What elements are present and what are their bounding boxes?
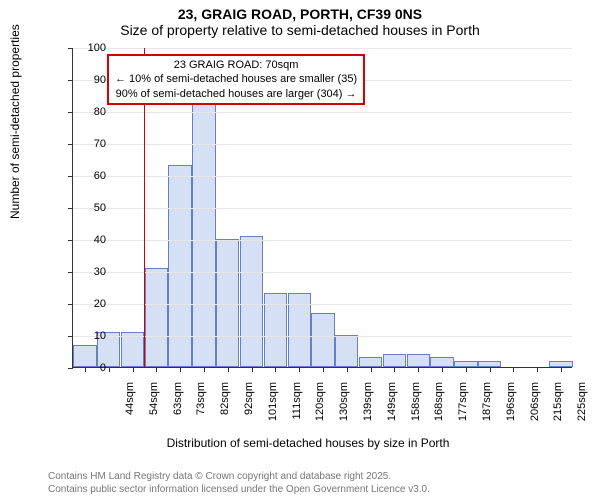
- gridline: [73, 272, 572, 273]
- histogram-bar: [192, 85, 215, 367]
- chart-title: 23, GRAIG ROAD, PORTH, CF39 0NS Size of …: [0, 0, 600, 38]
- annotation-callout: 23 GRAIG ROAD: 70sqm← 10% of semi-detach…: [107, 54, 365, 105]
- histogram-bar: [145, 268, 168, 367]
- gridline: [73, 304, 572, 305]
- y-tick-label: 40: [78, 234, 106, 246]
- y-tick-label: 30: [78, 266, 106, 278]
- y-axis-label: Number of semi-detached properties: [8, 24, 22, 219]
- x-tick-label: 187sqm: [481, 382, 493, 432]
- histogram-bar: [359, 357, 382, 367]
- y-tick-mark: [68, 368, 73, 369]
- x-tick-mark: [156, 367, 157, 372]
- x-tick-mark: [323, 367, 324, 372]
- x-tick-mark: [418, 367, 419, 372]
- y-tick-label: 100: [78, 42, 106, 54]
- y-tick-label: 60: [78, 170, 106, 182]
- x-tick-mark: [347, 367, 348, 372]
- x-tick-mark: [371, 367, 372, 372]
- y-tick-label: 0: [78, 362, 106, 374]
- x-tick-mark: [561, 367, 562, 372]
- y-tick-mark: [68, 336, 73, 337]
- y-tick-mark: [68, 80, 73, 81]
- x-tick-mark: [513, 367, 514, 372]
- y-tick-mark: [68, 176, 73, 177]
- y-tick-label: 80: [78, 106, 106, 118]
- histogram-bar: [311, 313, 334, 367]
- x-tick-label: 101sqm: [267, 382, 279, 432]
- x-tick-label: 120sqm: [314, 382, 326, 432]
- y-tick-mark: [68, 48, 73, 49]
- x-tick-label: 63sqm: [172, 382, 184, 432]
- y-tick-mark: [68, 112, 73, 113]
- x-tick-label: 54sqm: [148, 382, 160, 432]
- histogram-bar: [240, 236, 263, 367]
- x-tick-label: 130sqm: [338, 382, 350, 432]
- x-tick-label: 149sqm: [386, 382, 398, 432]
- gridline: [73, 336, 572, 337]
- footer-line2: Contains public sector information licen…: [48, 484, 430, 495]
- footer-attribution: Contains HM Land Registry data © Crown c…: [48, 471, 430, 496]
- x-tick-label: 177sqm: [457, 382, 469, 432]
- histogram-bar: [430, 357, 453, 367]
- x-tick-mark: [180, 367, 181, 372]
- y-tick-label: 90: [78, 74, 106, 86]
- x-tick-mark: [490, 367, 491, 372]
- x-tick-mark: [394, 367, 395, 372]
- title-line1: 23, GRAIG ROAD, PORTH, CF39 0NS: [0, 6, 600, 22]
- x-tick-mark: [133, 367, 134, 372]
- histogram-bar: [407, 354, 430, 367]
- histogram-bar: [335, 335, 358, 367]
- plot-area: 23 GRAIG ROAD: 70sqm← 10% of semi-detach…: [72, 48, 572, 368]
- y-tick-label: 70: [78, 138, 106, 150]
- x-tick-mark: [228, 367, 229, 372]
- x-tick-label: 92sqm: [243, 382, 255, 432]
- histogram-bar: [121, 332, 144, 367]
- footer-line1: Contains HM Land Registry data © Crown c…: [48, 471, 391, 482]
- x-tick-label: 139sqm: [362, 382, 374, 432]
- x-tick-label: 158sqm: [410, 382, 422, 432]
- gridline: [73, 208, 572, 209]
- gridline: [73, 240, 572, 241]
- x-tick-label: 196sqm: [505, 382, 517, 432]
- x-tick-label: 215sqm: [552, 382, 564, 432]
- y-tick-mark: [68, 144, 73, 145]
- gridline: [73, 48, 572, 49]
- y-tick-mark: [68, 240, 73, 241]
- x-tick-label: 44sqm: [124, 382, 136, 432]
- x-tick-mark: [442, 367, 443, 372]
- y-tick-label: 50: [78, 202, 106, 214]
- annotation-line2: ← 10% of semi-detached houses are smalle…: [115, 72, 357, 86]
- x-tick-label: 225sqm: [576, 382, 588, 432]
- x-tick-mark: [275, 367, 276, 372]
- x-tick-label: 73sqm: [195, 382, 207, 432]
- y-tick-label: 10: [78, 330, 106, 342]
- x-tick-mark: [466, 367, 467, 372]
- x-tick-mark: [252, 367, 253, 372]
- x-tick-mark: [299, 367, 300, 372]
- x-tick-label: 206sqm: [529, 382, 541, 432]
- x-tick-label: 168sqm: [433, 382, 445, 432]
- chart-container: Number of semi-detached properties 23 GR…: [38, 44, 578, 444]
- x-tick-mark: [537, 367, 538, 372]
- x-tick-mark: [109, 367, 110, 372]
- x-axis-label: Distribution of semi-detached houses by …: [167, 436, 450, 450]
- annotation-line1: 23 GRAIG ROAD: 70sqm: [115, 58, 357, 72]
- annotation-line3: 90% of semi-detached houses are larger (…: [115, 87, 357, 101]
- y-tick-mark: [68, 304, 73, 305]
- x-tick-label: 111sqm: [291, 382, 303, 432]
- histogram-bar: [383, 354, 406, 367]
- x-tick-label: 82sqm: [219, 382, 231, 432]
- gridline: [73, 144, 572, 145]
- gridline: [73, 176, 572, 177]
- x-tick-mark: [204, 367, 205, 372]
- y-tick-mark: [68, 208, 73, 209]
- y-tick-label: 20: [78, 298, 106, 310]
- histogram-bar: [216, 239, 239, 367]
- y-tick-mark: [68, 272, 73, 273]
- gridline: [73, 112, 572, 113]
- title-line2: Size of property relative to semi-detach…: [0, 22, 600, 38]
